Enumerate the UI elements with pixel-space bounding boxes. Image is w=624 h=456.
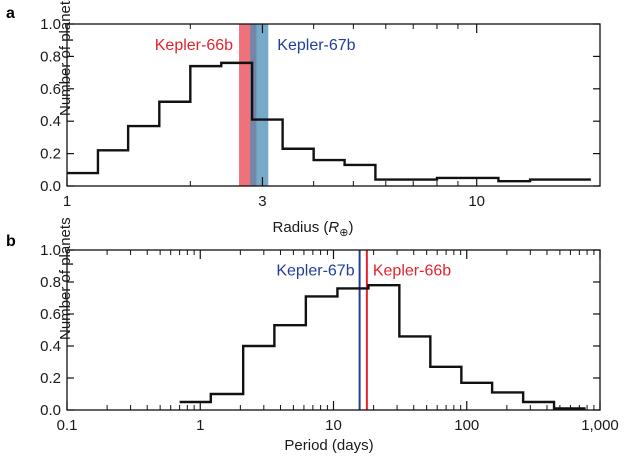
period-y-axis-title: Number of planets bbox=[57, 217, 74, 340]
period-x-tick-label: 0.1 bbox=[57, 417, 78, 434]
radius-y-tick-label: 0.6 bbox=[40, 81, 61, 98]
radius-axis-ticks bbox=[66, 23, 600, 187]
period-x-tick-label: 10 bbox=[325, 417, 342, 434]
period-y-tick-label: 0.6 bbox=[40, 306, 61, 323]
radius-x-tick-label: 10 bbox=[468, 193, 485, 210]
radius-y-tick-labels: 0.0 0.2 0.4 0.6 0.8 1.0 bbox=[40, 16, 61, 195]
period-marker-lines bbox=[358, 250, 368, 410]
period-x-tick-label: 1 bbox=[196, 417, 204, 434]
radius-y-tick-label: 0.2 bbox=[40, 146, 61, 163]
period-x-tick-label: 1,000 bbox=[581, 417, 619, 434]
radius-x-tick-label: 1 bbox=[63, 193, 71, 210]
radius-x-axis-title: Radius (R⊕) bbox=[273, 219, 354, 239]
radius-plot-frame bbox=[66, 23, 601, 187]
radius-y-tick-label: 0.0 bbox=[40, 178, 61, 195]
period-y-tick-label: 0.4 bbox=[40, 338, 61, 355]
band-kepler-67b bbox=[250, 24, 269, 186]
radius-y-axis-title: Number of planets bbox=[57, 0, 74, 116]
radius-histogram-line bbox=[67, 61, 591, 183]
period-x-axis-title: Period (days) bbox=[284, 437, 373, 454]
annotation-kepler-67b-period: Kepler-67b bbox=[276, 263, 354, 280]
radius-x-tick-labels: 1 3 10 bbox=[63, 193, 485, 210]
annotation-kepler-67b-radius: Kepler-67b bbox=[277, 37, 355, 54]
period-histogram-line bbox=[179, 284, 586, 410]
period-y-tick-label: 1.0 bbox=[40, 242, 61, 259]
period-x-tick-label: 100 bbox=[454, 417, 479, 434]
period-y-tick-label: 0.0 bbox=[40, 402, 61, 419]
radius-y-tick-label: 0.4 bbox=[40, 113, 61, 130]
period-y-tick-labels: 0.0 0.2 0.4 0.6 0.8 1.0 bbox=[40, 242, 61, 419]
period-y-tick-label: 0.2 bbox=[40, 370, 61, 387]
annotation-kepler-66b-period: Kepler-66b bbox=[373, 263, 451, 280]
radius-y-tick-label: 1.0 bbox=[40, 16, 61, 33]
radius-x-tick-label: 3 bbox=[258, 193, 266, 210]
annotation-kepler-66b-radius: Kepler-66b bbox=[155, 37, 233, 54]
radius-y-tick-label: 0.8 bbox=[40, 48, 61, 65]
period-x-tick-labels: 0.1 1 10 100 1,000 bbox=[57, 417, 619, 434]
radius-bands bbox=[239, 24, 269, 186]
period-axis-ticks bbox=[66, 249, 601, 411]
panel-label-a: a bbox=[6, 5, 15, 22]
panel-label-b: b bbox=[6, 233, 16, 250]
period-y-tick-label: 0.8 bbox=[40, 274, 61, 291]
